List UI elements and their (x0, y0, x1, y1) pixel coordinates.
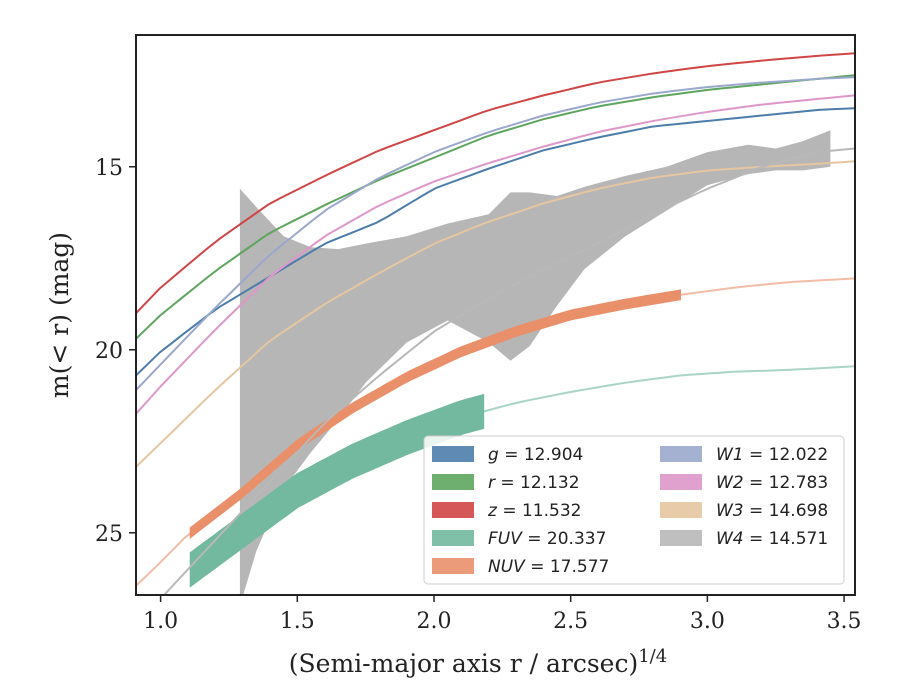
legend-swatch-W3 (660, 502, 702, 518)
legend-frame (423, 435, 845, 585)
legend-label-W1: W1 = 12.022 (716, 445, 828, 465)
legend-swatch-g (432, 446, 474, 462)
series-W2-line (136, 94, 855, 415)
legend-swatch-r (432, 474, 474, 490)
series-FUV-measured-band (189, 393, 485, 588)
series-g-line (136, 107, 855, 377)
x-axis-label: (Semi-major axis r / arcsec)1/4 (289, 646, 667, 678)
legend-swatch-W1 (660, 446, 702, 462)
legend-swatch-FUV (432, 530, 474, 546)
plot-frame (135, 34, 856, 596)
y-axis-label: m(< r) (mag) (45, 232, 74, 398)
y-tick-label: 25 (95, 522, 123, 547)
legend-swatch-W2 (660, 474, 702, 490)
legend-label-g: g = 12.904 (488, 445, 583, 465)
y-tick-label: 15 (95, 156, 123, 181)
legend-swatch-NUV (432, 558, 474, 574)
legend-label-W2: W2 = 12.783 (716, 473, 828, 493)
series-z-line (136, 52, 855, 314)
x-tick-label: 3.5 (827, 609, 862, 634)
series-W4-line (162, 147, 855, 595)
x-tick-label: 2.0 (416, 609, 451, 634)
legend-label-W3: W3 = 14.698 (716, 501, 828, 521)
plot-area (136, 52, 855, 595)
legend-swatch-z (432, 502, 474, 518)
axis-ticks: 1.0 1.5 2.0 2.5 3.0 3.5 15 20 25 (95, 156, 862, 634)
series-r-line (136, 74, 855, 340)
legend: g = 12.904 r = 12.132 z = 11.532 FUV = 20.3… (423, 435, 845, 585)
x-tick-label: 1.0 (143, 609, 178, 634)
series-W3-line (136, 160, 855, 468)
series-W4-uncertainty-band (239, 130, 831, 595)
x-tick-label: 1.5 (280, 609, 315, 634)
legend-label-z: z = 11.532 (487, 501, 581, 521)
legend-label-W4: W4 = 14.571 (716, 529, 828, 549)
series-W1-line (136, 76, 855, 391)
series-NUV-measured-band (189, 289, 681, 539)
x-axis-label-superscript: 1/4 (638, 646, 667, 667)
x-tick-label: 3.0 (690, 609, 725, 634)
legend-label-NUV: NUV = 17.577 (488, 557, 609, 577)
y-tick-label: 20 (95, 339, 123, 364)
x-tick-label: 2.5 (553, 609, 588, 634)
legend-swatch-W4 (660, 530, 702, 546)
legend-label-r: r = 12.132 (488, 473, 580, 493)
legend-label-FUV: FUV = 20.337 (488, 529, 606, 549)
